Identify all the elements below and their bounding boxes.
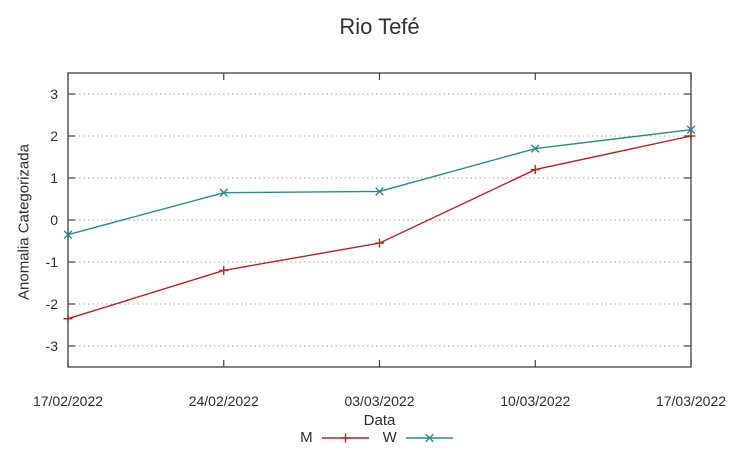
x-tick-label: 24/02/2022 (188, 393, 259, 409)
x-tick-label: 17/02/2022 (32, 393, 104, 409)
legend-label-w: W (382, 429, 397, 446)
y-tick-label: 2 (50, 128, 58, 144)
legend: M W (0, 429, 753, 446)
cross-marker (375, 187, 384, 196)
y-tick-label: 3 (50, 86, 58, 102)
y-tick-label: 0 (50, 212, 58, 228)
series-line-M (67, 135, 692, 320)
legend-entry-m: M (300, 429, 369, 446)
x-tick-label: 03/03/2022 (344, 393, 415, 409)
x-tick-label: 17/03/2022 (655, 393, 727, 409)
cross-marker (686, 125, 696, 134)
series-line-W (67, 129, 692, 236)
legend-sample-w (405, 433, 453, 442)
chart-title: Rio Tefé (339, 14, 420, 39)
cross-marker (219, 188, 229, 197)
cross-marker (63, 230, 73, 239)
cross-marker (425, 433, 434, 442)
legend-entry-w: W (383, 429, 453, 446)
y-tick-label: 1 (50, 170, 58, 186)
cross-marker (530, 144, 540, 153)
y-tick-label: -3 (45, 338, 58, 354)
y-tick-label: -1 (45, 254, 58, 270)
x-axis-label: Data (363, 412, 396, 429)
x-tick-label: 10/03/2022 (500, 393, 571, 409)
y-tick-label: -2 (45, 296, 58, 312)
legend-label-m: M (300, 429, 313, 446)
legend-sample-m (321, 433, 369, 442)
